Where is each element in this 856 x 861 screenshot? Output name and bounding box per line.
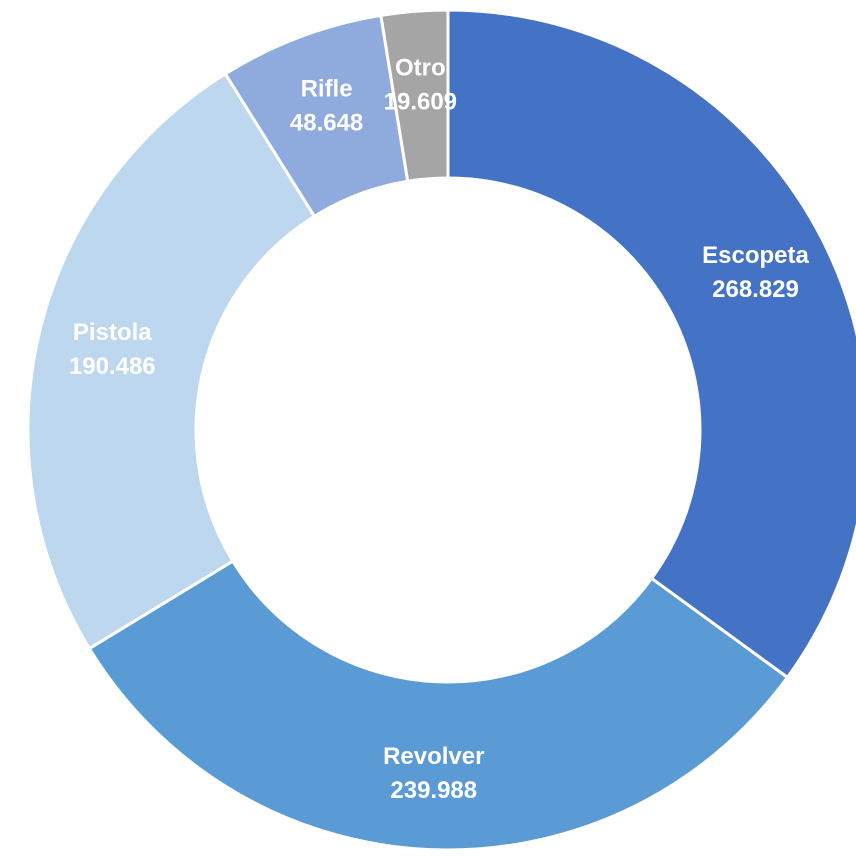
slice-value-label: 19.609 xyxy=(384,88,457,115)
slice-category-label: Escopeta xyxy=(702,242,809,269)
donut-slice xyxy=(87,559,790,852)
slice-value-label: 239.988 xyxy=(390,777,477,804)
slice-category-label: Rifle xyxy=(301,75,353,102)
slice-category-label: Otro xyxy=(395,54,446,81)
donut-slice xyxy=(26,71,317,651)
slice-value-label: 48.648 xyxy=(290,109,363,136)
slice-category-label: Pistola xyxy=(73,319,152,346)
slice-value-label: 268.829 xyxy=(712,276,799,303)
slice-value-label: 190.486 xyxy=(69,353,156,380)
donut-slice xyxy=(446,8,856,680)
donut-slice xyxy=(379,8,450,183)
slice-category-label: Revolver xyxy=(383,743,484,770)
